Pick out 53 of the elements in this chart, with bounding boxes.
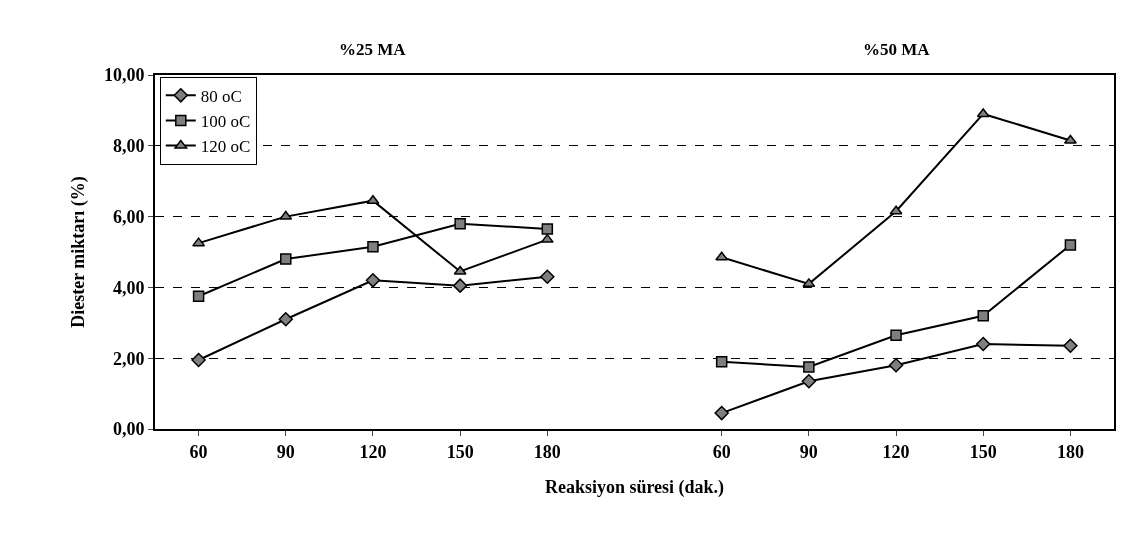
point: [888, 358, 904, 373]
point: [540, 269, 555, 285]
point: [890, 329, 902, 341]
point: [365, 273, 381, 288]
y-tick-label: 0,00: [112, 419, 145, 440]
point: [280, 253, 292, 265]
x-tick-label: 90: [799, 441, 818, 462]
point: [366, 194, 380, 204]
y-tick-label: 8,00: [112, 136, 145, 157]
point: [801, 373, 817, 389]
x-tick-label: 90: [276, 441, 295, 462]
point: [541, 223, 554, 235]
x-tick-label: 180: [533, 441, 561, 462]
x-axis-title: Reaksiyon süresi (dak.): [544, 477, 725, 499]
legend-label: 100 oC: [200, 112, 251, 132]
point: [715, 355, 728, 368]
x-tick-label: 150: [446, 441, 474, 462]
point: [540, 233, 554, 243]
point: [367, 240, 379, 253]
point: [715, 251, 729, 261]
text: %50 MA: [863, 40, 931, 59]
point: [453, 265, 467, 275]
y-tick-label: 2,00: [112, 348, 145, 369]
point: [977, 309, 989, 322]
point: [279, 210, 293, 220]
point: [803, 361, 815, 373]
point: [454, 217, 466, 230]
point: [976, 108, 990, 118]
point: [1064, 239, 1077, 251]
legend-label: 120 oC: [200, 137, 251, 157]
point: [1063, 134, 1077, 144]
x-tick-label: 60: [189, 441, 208, 462]
point: [452, 278, 468, 293]
point: [192, 290, 205, 302]
point: [714, 405, 729, 421]
point: [278, 312, 294, 327]
x-tick-label: 150: [969, 441, 997, 462]
legend-label: 80 oC: [200, 86, 242, 106]
point: [1063, 338, 1078, 354]
point: [192, 237, 206, 247]
x-tick-label: 120: [359, 441, 387, 462]
point: [889, 205, 903, 215]
y-axis-title: Diester miktarı (%): [67, 176, 89, 328]
y-tick-label: 6,00: [112, 206, 145, 227]
x-tick-label: 120: [882, 441, 910, 462]
y-tick-label: 10,00: [103, 65, 145, 86]
point: [802, 278, 816, 288]
point: [975, 336, 991, 352]
x-tick-label: 180: [1056, 441, 1084, 462]
point: [191, 352, 206, 368]
text: %25 MA: [339, 40, 407, 59]
y-tick-label: 4,00: [112, 277, 145, 298]
x-tick-label: 60: [712, 441, 731, 462]
